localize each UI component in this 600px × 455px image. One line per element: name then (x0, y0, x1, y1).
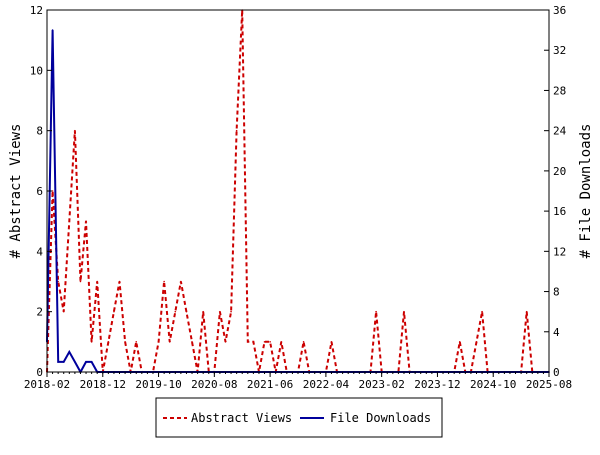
data-point (96, 280, 98, 283)
data-point (163, 280, 165, 283)
data-point (235, 129, 238, 132)
data-point (458, 341, 461, 343)
data-point (68, 351, 71, 353)
x-tick-label: 2021-06 (247, 378, 293, 391)
y-left-tick-label: 10 (30, 64, 43, 77)
x-tick-label: 2023-02 (358, 378, 404, 391)
data-point (124, 341, 126, 343)
legend: Abstract Views File Downloads (155, 397, 443, 438)
data-point (252, 341, 255, 343)
y-right-tick-label: 16 (553, 205, 566, 218)
legend-box (155, 397, 443, 438)
data-point (168, 341, 171, 343)
y-left-tick-label: 6 (36, 185, 43, 198)
data-point (475, 341, 478, 343)
y-left-tick-label: 4 (36, 245, 43, 258)
data-point (118, 280, 121, 283)
data-point (247, 341, 249, 343)
data-point (68, 220, 71, 222)
data-point (85, 361, 87, 363)
x-tick-label: 2022-04 (303, 378, 350, 391)
data-point (403, 310, 405, 313)
x-tick-label: 2024-10 (470, 378, 516, 391)
y-axis-title-right: # File Downloads (578, 124, 594, 259)
data-point (191, 341, 193, 343)
data-point (90, 341, 93, 343)
data-point (51, 29, 54, 31)
y-right-tick-label: 24 (553, 125, 567, 138)
data-point (224, 341, 227, 343)
series-line-file-downloads (46, 30, 549, 375)
y-axis-title-left: # Abstract Views (8, 124, 24, 259)
data-point (174, 310, 177, 313)
data-point (263, 341, 266, 343)
y-left-tick-label: 12 (30, 4, 43, 17)
legend-label-abstract-views: Abstract Views (191, 411, 292, 425)
data-point (74, 129, 76, 132)
data-point (219, 310, 221, 313)
data-point (269, 341, 271, 343)
y-right-tick-label: 36 (553, 4, 566, 17)
y-right-tick-label: 0 (553, 366, 560, 379)
y-right-tick-label: 28 (553, 84, 566, 97)
data-point (375, 310, 377, 313)
legend-label-file-downloads: File Downloads (330, 411, 431, 425)
y-right-tick-label: 20 (553, 165, 566, 178)
data-point (90, 361, 93, 363)
data-point (62, 310, 65, 313)
data-point (180, 280, 182, 283)
data-point (113, 310, 115, 313)
x-tick-label: 2018-02 (24, 378, 70, 391)
data-point (185, 310, 188, 313)
data-point (79, 280, 82, 283)
data-point (74, 361, 76, 363)
data-point (62, 361, 65, 363)
x-tick-label: 2020-08 (191, 378, 237, 391)
data-point (330, 341, 333, 343)
data-point (85, 220, 87, 222)
series-line-abstract-views (46, 9, 549, 373)
data-point (51, 190, 54, 192)
y-right-tick-label: 8 (553, 286, 560, 299)
data-point (157, 341, 160, 343)
x-tick-label: 2019-10 (135, 378, 181, 391)
y-right-tick-label: 12 (553, 245, 566, 258)
data-point (57, 361, 59, 363)
data-point (481, 310, 483, 313)
data-point (202, 310, 204, 313)
data-point (280, 341, 283, 343)
x-tick-label: 2025-08 (526, 378, 572, 391)
data-point (525, 310, 528, 313)
y-left-tick-label: 0 (36, 366, 43, 379)
x-tick-label: 2023-12 (414, 378, 460, 391)
data-point (230, 310, 232, 313)
y-left-tick-label: 8 (36, 125, 43, 138)
y-right-tick-label: 32 (553, 44, 566, 57)
y-right-tick-label: 4 (553, 326, 560, 339)
y-left-tick-label: 2 (36, 306, 43, 319)
data-point (302, 341, 305, 343)
data-point (107, 341, 110, 343)
x-tick-label: 2018-12 (80, 378, 126, 391)
data-point (135, 341, 138, 343)
